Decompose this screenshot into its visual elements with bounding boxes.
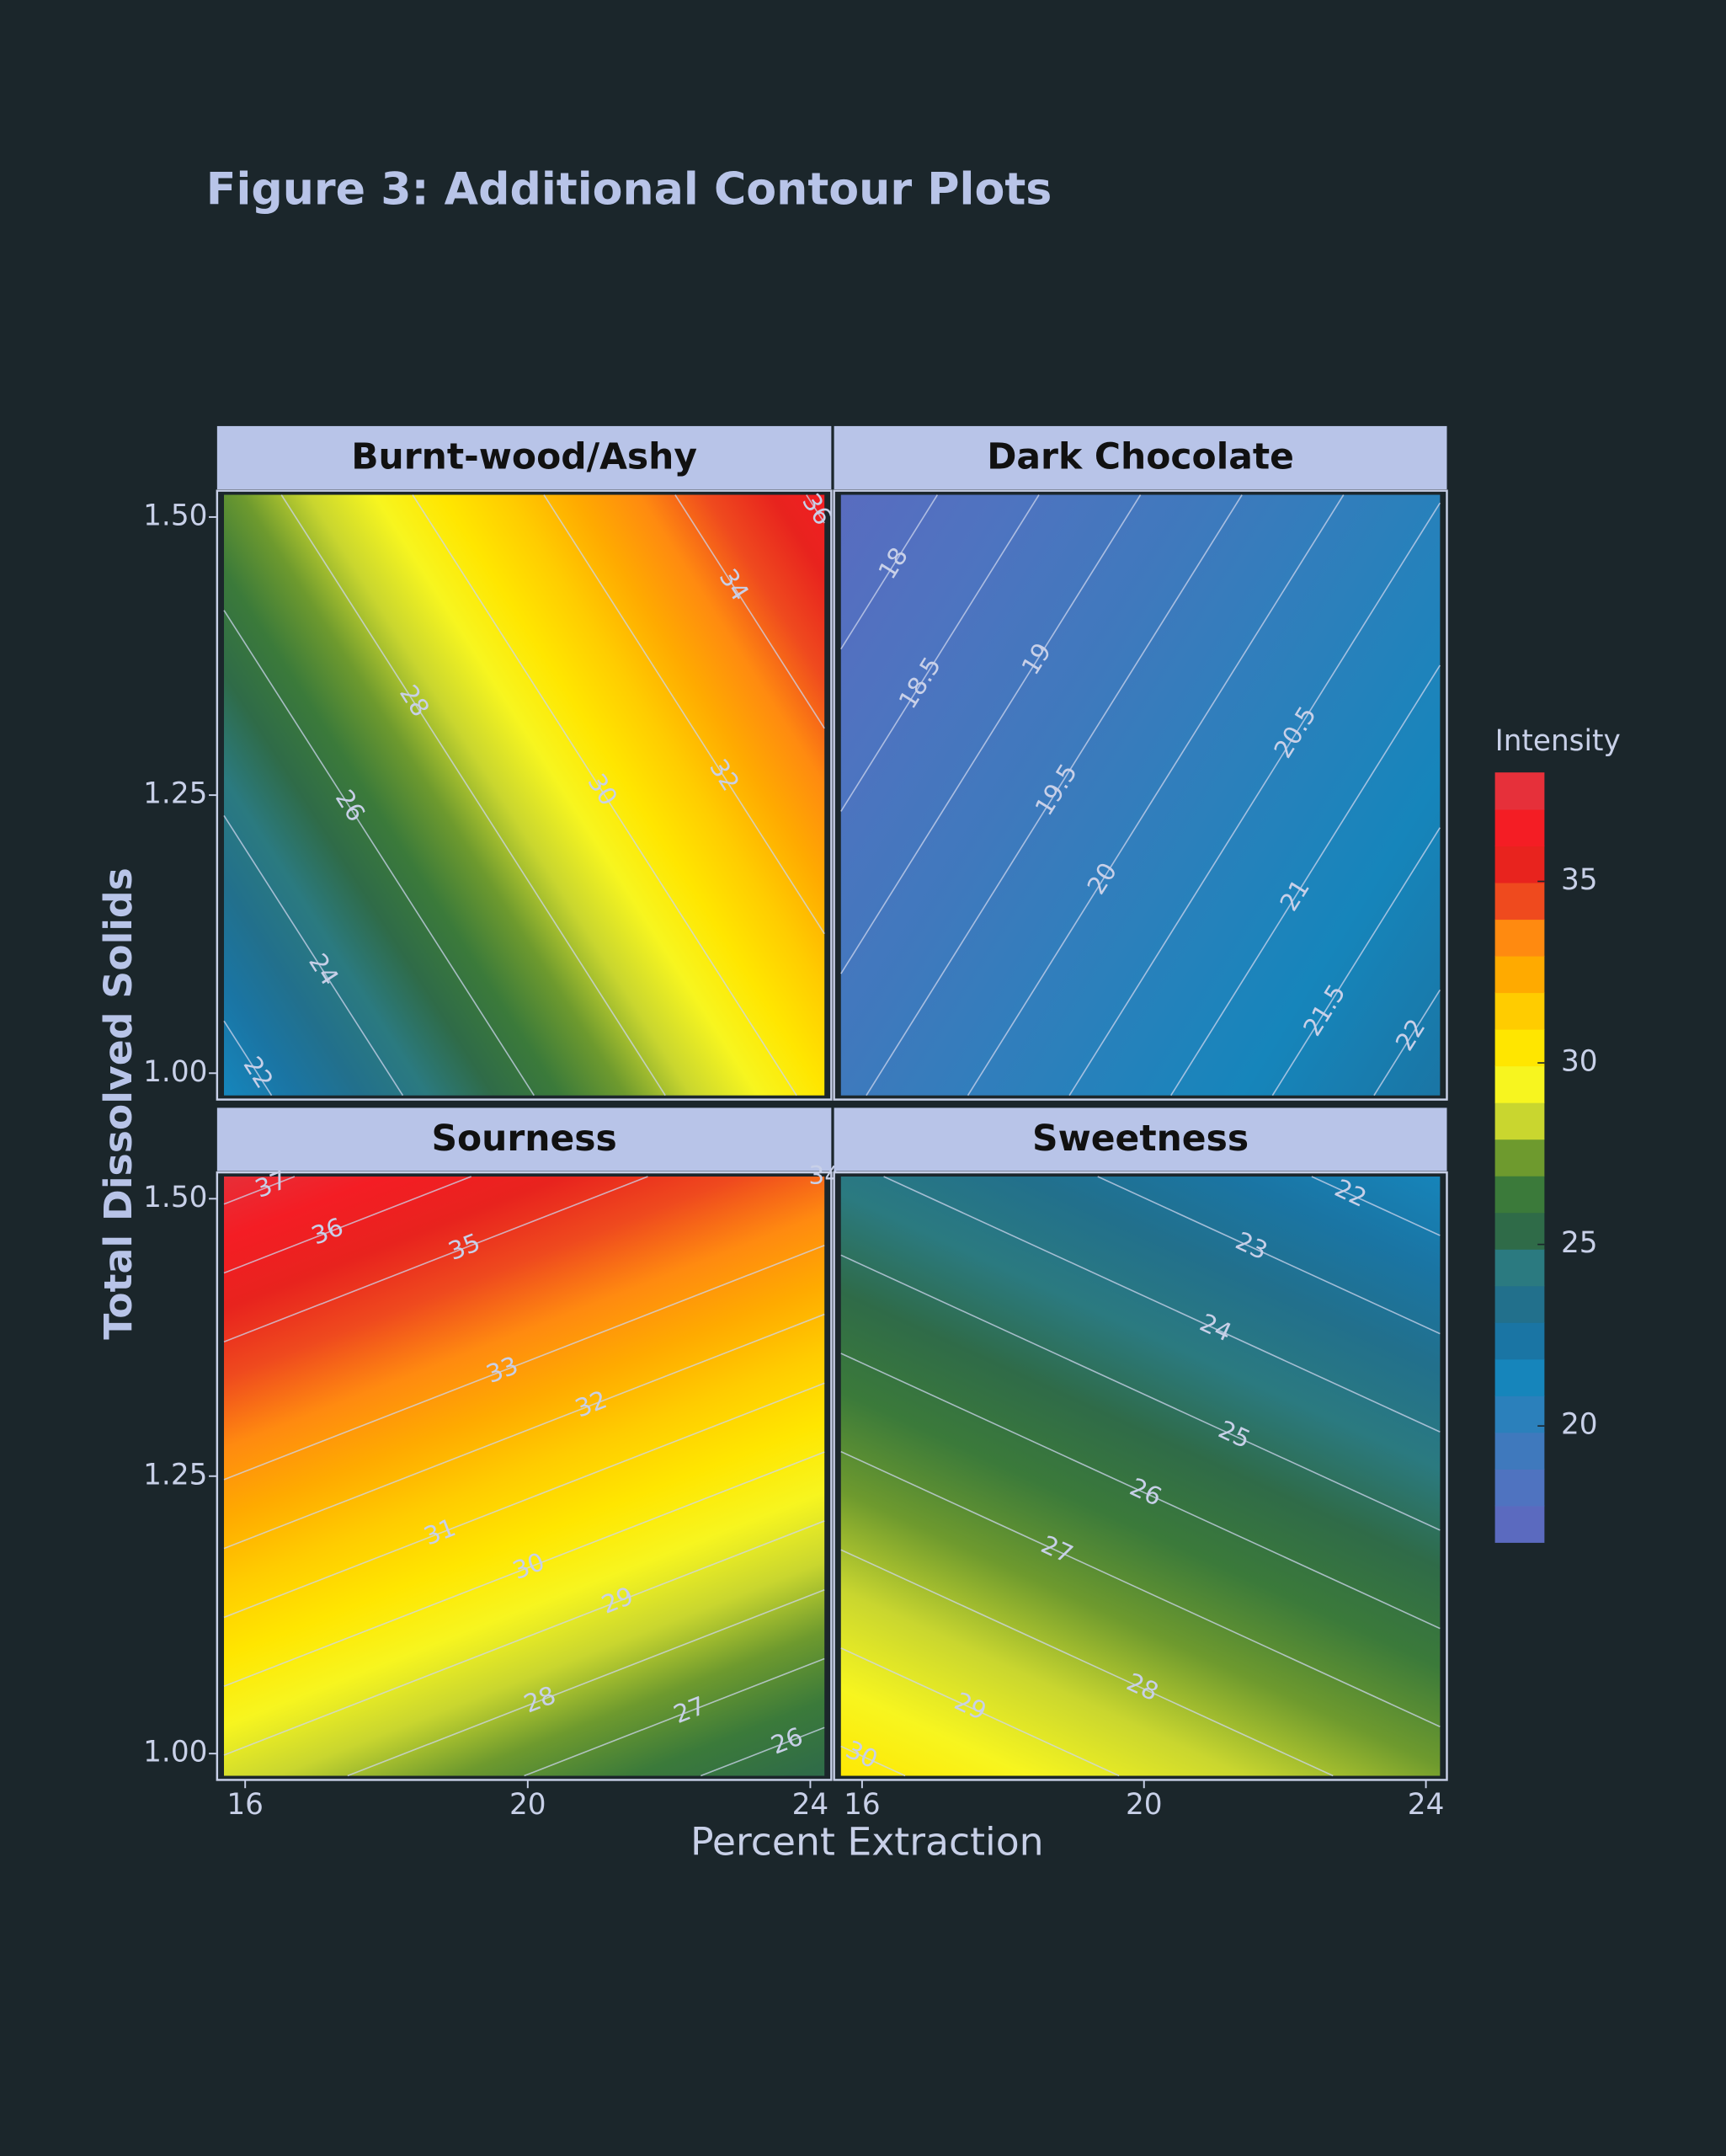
x-tick-label: 20 [509,1788,546,1822]
contour-line [840,494,1040,812]
x-axis-title: Percent Extraction [690,1820,1044,1865]
panel-strip [216,1107,832,1171]
contour-line [223,1382,825,1619]
colorbar-band [1494,846,1545,883]
contour-line [280,494,666,1097]
contour-line [674,494,825,729]
contour-line [223,1176,648,1343]
contour-line [840,1254,1441,1531]
contour-line [223,1520,825,1756]
panel-title: Sourness [431,1118,616,1160]
contour-line [1068,502,1441,1097]
contour-line [840,1647,1120,1777]
x-tick-label: 16 [844,1788,881,1822]
contour-line [806,494,825,524]
contour-line [223,1313,825,1550]
contour-line [1097,1176,1441,1335]
figure-title: Figure 3: Additional Contour Plots [206,164,1052,215]
contour-line [1271,827,1441,1097]
contour-line [223,1245,825,1481]
y-tick-label: 1.50 [143,499,207,532]
heatmap [224,1176,825,1776]
contour-line [1373,989,1441,1097]
x-tick-label: 20 [1126,1788,1163,1822]
contour-line [840,1450,1441,1727]
y-tick-label: 1.00 [143,1055,207,1089]
colorbar-band [1494,955,1545,994]
y-tick-label: 1.25 [143,777,207,811]
contour-line [347,1588,825,1777]
colorbar-band [1494,1175,1545,1214]
colorbar-band [1494,992,1545,1030]
panel-title: Sweetness [1032,1118,1249,1160]
colorbar-band [1494,808,1545,847]
contour-line [701,1726,825,1777]
y-tick-label: 1.25 [143,1458,207,1492]
heatmap [840,494,1441,1096]
contour-line [840,494,939,650]
figure-body: Figure 3: Additional Contour Plots Perce… [96,164,1621,1864]
x-tick-label: 24 [1408,1788,1445,1822]
panel-title: Burnt-wood/Ashy [351,437,697,478]
contour-line [1311,1176,1441,1236]
contour-line [840,1745,906,1777]
contour-line [412,494,797,1097]
contour-line [866,494,1243,1097]
contour-line [223,1451,825,1687]
contour-line [840,494,1142,974]
contour-line [967,494,1345,1097]
colorbar-tick-label: 20 [1561,1408,1598,1442]
colorbar-band [1494,1505,1545,1543]
colorbar-band [1494,1321,1545,1360]
contour-line [543,494,825,935]
y-tick-label: 1.00 [143,1736,207,1769]
colorbar-title: Intensity [1495,724,1621,758]
panel-strip [216,425,832,489]
colorbar-band [1494,1396,1545,1433]
colorbar-band [1494,1432,1545,1470]
panel-title: Dark Chocolate [987,437,1294,478]
colorbar-band [1494,882,1545,921]
y-axis-title: Total Dissolved Solids [96,867,141,1340]
colorbar-band [1494,1139,1545,1177]
contour-line [524,1657,825,1777]
contour-line [1170,664,1441,1097]
colorbar-band [1494,1212,1545,1250]
colorbar-band [1494,1469,1545,1507]
heatmap [840,1176,1441,1776]
contour-line [223,1176,296,1205]
contour-line [223,610,535,1097]
contour-line [223,1176,471,1274]
contour-line [223,1020,273,1097]
colorbar-tick-label: 35 [1561,863,1598,897]
colorbar-band [1494,919,1545,957]
colorbar-band [1494,1248,1545,1287]
y-tick-label: 1.50 [143,1181,207,1214]
contour-line [840,1549,1334,1777]
colorbar-band [1494,1102,1545,1140]
colorbar-band [1494,1028,1545,1067]
contour-line [223,815,404,1097]
contour-line [840,1353,1441,1630]
panel-strip [834,425,1447,489]
colorbar-band [1494,1065,1545,1103]
colorbar-band [1494,772,1545,810]
panel-strip [834,1107,1447,1171]
x-tick-label: 24 [792,1788,829,1822]
colorbar-band [1494,1285,1545,1323]
x-tick-label: 16 [226,1788,264,1822]
colorbar-tick-label: 25 [1561,1226,1598,1260]
colorbar-band [1494,1358,1545,1396]
heatmap [224,494,825,1096]
contour-line [883,1176,1441,1433]
colorbar-tick-label: 30 [1561,1045,1598,1079]
